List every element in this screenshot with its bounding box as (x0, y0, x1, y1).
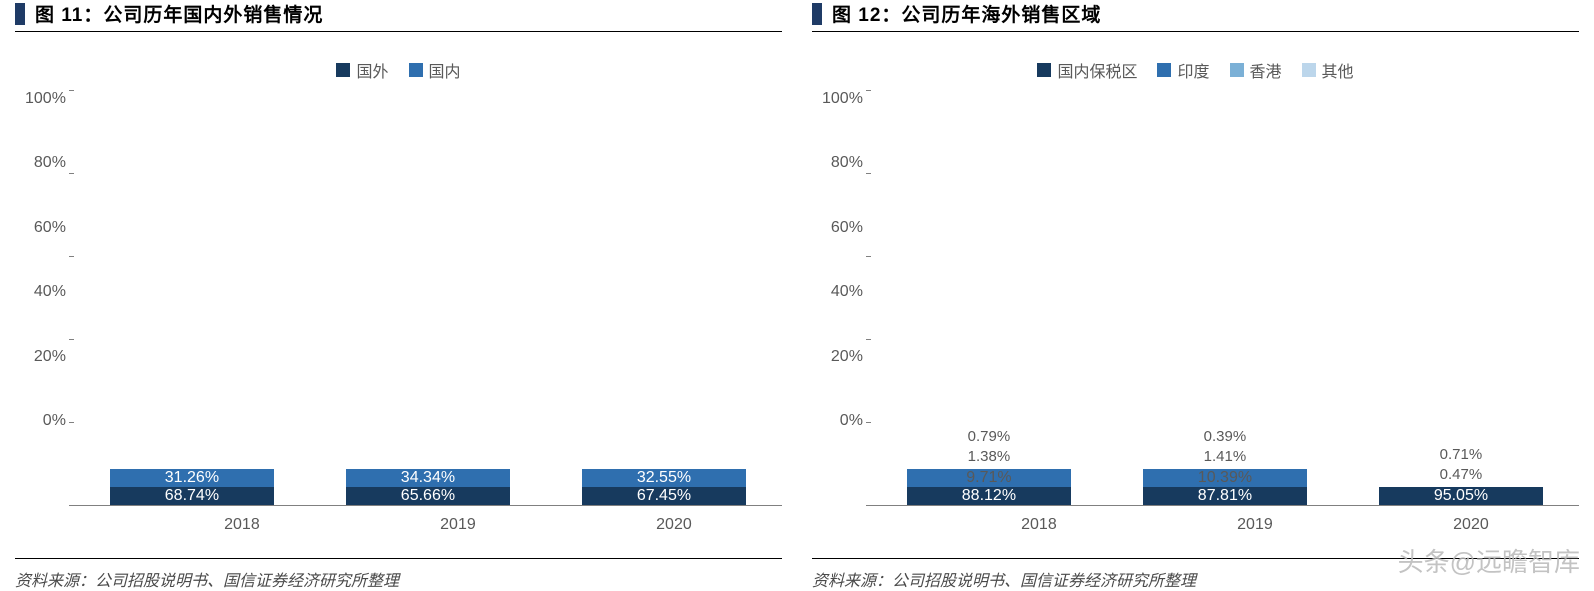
x-tick-label: 2018 (945, 516, 1133, 534)
bar-value-label: 67.45% (637, 487, 691, 505)
y-tick-label: 20% (831, 348, 863, 366)
x-axis-right: 2018 2019 2020 (871, 516, 1579, 534)
y-tick-label: 60% (34, 219, 66, 237)
x-tick-label: 2020 (580, 516, 768, 534)
y-tick-label: 80% (831, 154, 863, 172)
x-tick-label: 2019 (364, 516, 552, 534)
bar-value-label: 9.71% (966, 469, 1011, 487)
legend-label: 国外 (356, 58, 388, 82)
x-tick-label: 2020 (1377, 516, 1565, 534)
bar-segment: 65.66% (346, 487, 510, 505)
bar-value-label: 87.81% (1198, 487, 1252, 505)
bar-segment: 87.81% (1143, 487, 1307, 505)
source-text: 资料来源：公司招股说明书、国信证券经济研究所整理 (812, 558, 1579, 591)
y-tick-label: 0% (840, 412, 863, 430)
legend-right: 国内保税区 印度 香港 其他 (812, 58, 1579, 82)
y-tick-label: 20% (34, 348, 66, 366)
y-axis-right: 100% 80% 60% 40% 20% 0% (822, 90, 871, 430)
bar-segment: 9.71% (907, 469, 1071, 487)
stacked-bar: 0.79%1.38%9.71%88.12% (907, 469, 1071, 505)
x-axis-left: 2018 2019 2020 (74, 516, 782, 534)
legend-label: 香港 (1250, 58, 1282, 82)
y-tick-label: 80% (34, 154, 66, 172)
stacked-bar: 0.71%0.47%3.77%95.05% (1379, 487, 1543, 505)
legend-item: 国内保税区 (1037, 58, 1137, 82)
title-bar: 图 11：公司历年国内外销售情况 (15, 0, 782, 32)
bar-segment: 88.12% (907, 487, 1071, 505)
bar-value-label: 65.66% (401, 487, 455, 505)
bar-group: 31.26%68.74% (89, 469, 294, 505)
bar-value-label: 68.74% (165, 487, 219, 505)
title-bar: 图 12：公司历年海外销售区域 (812, 0, 1579, 32)
legend-swatch (409, 63, 423, 77)
bar-group: 32.55%67.45% (561, 469, 766, 505)
bar-value-label: 34.34% (401, 469, 455, 487)
legend-swatch (1302, 63, 1316, 77)
legend-item: 国外 (336, 58, 388, 82)
bar-segment: 68.74% (110, 487, 274, 505)
title-accent-block (812, 3, 822, 25)
y-tick-label: 100% (822, 90, 863, 108)
bar-group: 0.79%1.38%9.71%88.12% (886, 469, 1091, 505)
legend-item: 其他 (1302, 58, 1354, 82)
bar-value-label: 0.39% (1204, 428, 1247, 445)
bar-segment: 10.39% (1143, 469, 1307, 487)
bar-value-label: 0.71% (1440, 446, 1483, 463)
bar-segment: 31.26% (110, 469, 274, 487)
chart-area-left: 100% 80% 60% 40% 20% 0% 31.26%68.74% 34.34%65.… (15, 90, 782, 534)
stacked-bar: 31.26%68.74% (110, 469, 274, 505)
legend-swatch (1230, 63, 1244, 77)
bar-value-label: 88.12% (962, 487, 1016, 505)
chart-title: 图 12：公司历年海外销售区域 (832, 0, 1101, 27)
stacked-bar: 32.55%67.45% (582, 469, 746, 505)
bar-value-label: 31.26% (165, 469, 219, 487)
bar-group: 0.39%1.41%10.39%87.81% (1122, 469, 1327, 505)
bar-value-label: 1.38% (968, 448, 1011, 465)
y-tick-label: 40% (831, 283, 863, 301)
stacked-bar: 0.39%1.41%10.39%87.81% (1143, 469, 1307, 505)
chart-title: 图 11：公司历年国内外销售情况 (35, 0, 323, 27)
legend-label: 国内保税区 (1057, 58, 1137, 82)
y-axis-left: 100% 80% 60% 40% 20% 0% (25, 90, 74, 430)
x-tick-label: 2018 (148, 516, 336, 534)
bar-value-label: 95.05% (1434, 487, 1488, 505)
bar-segment: 67.45% (582, 487, 746, 505)
legend-swatch (1157, 63, 1171, 77)
chart-panel-left: 图 11：公司历年国内外销售情况 国外 国内 100% 80% 60% 40% 20% 0%… (15, 0, 782, 591)
legend-label: 印度 (1177, 58, 1209, 82)
legend-swatch (336, 63, 350, 77)
bar-value-label: 0.79% (968, 428, 1011, 445)
plot-area-right: 0.79%1.38%9.71%88.12%0.39%1.41%10.39%87.… (871, 90, 1579, 506)
stacked-bar: 34.34%65.66% (346, 469, 510, 505)
chart-panel-right: 图 12：公司历年海外销售区域 国内保税区 印度 香港 其他 100% 80% 60% 40… (812, 0, 1579, 591)
bar-segment: 32.55% (582, 469, 746, 487)
bar-group: 34.34%65.66% (325, 469, 530, 505)
legend-label: 其他 (1322, 58, 1354, 82)
legend-label: 国内 (429, 58, 461, 82)
title-accent-block (15, 3, 25, 25)
bar-segment: 95.05% (1379, 487, 1543, 505)
y-tick-label: 100% (25, 90, 66, 108)
legend-swatch (1037, 63, 1051, 77)
bar-value-label: 32.55% (637, 469, 691, 487)
y-tick-label: 40% (34, 283, 66, 301)
source-text: 资料来源：公司招股说明书、国信证券经济研究所整理 (15, 558, 782, 591)
bar-value-label: 0.47% (1440, 466, 1483, 483)
legend-left: 国外 国内 (15, 58, 782, 82)
y-tick-label: 60% (831, 219, 863, 237)
legend-item: 香港 (1230, 58, 1282, 82)
bar-segment: 34.34% (346, 469, 510, 487)
legend-item: 国内 (409, 58, 461, 82)
y-tick-label: 0% (43, 412, 66, 430)
chart-area-right: 100%80%60%40%20%0% 0.79%1.38%9.71%88.12%… (812, 90, 1579, 534)
bar-value-label: 1.41% (1204, 448, 1247, 465)
x-tick-label: 2019 (1161, 516, 1349, 534)
legend-item: 印度 (1157, 58, 1209, 82)
bar-value-label: 10.39% (1198, 469, 1252, 487)
bar-group: 0.71%0.47%3.77%95.05% (1358, 487, 1563, 505)
plot-area-left: 31.26%68.74% 34.34%65.66% 32.55%67.45% (74, 90, 782, 506)
